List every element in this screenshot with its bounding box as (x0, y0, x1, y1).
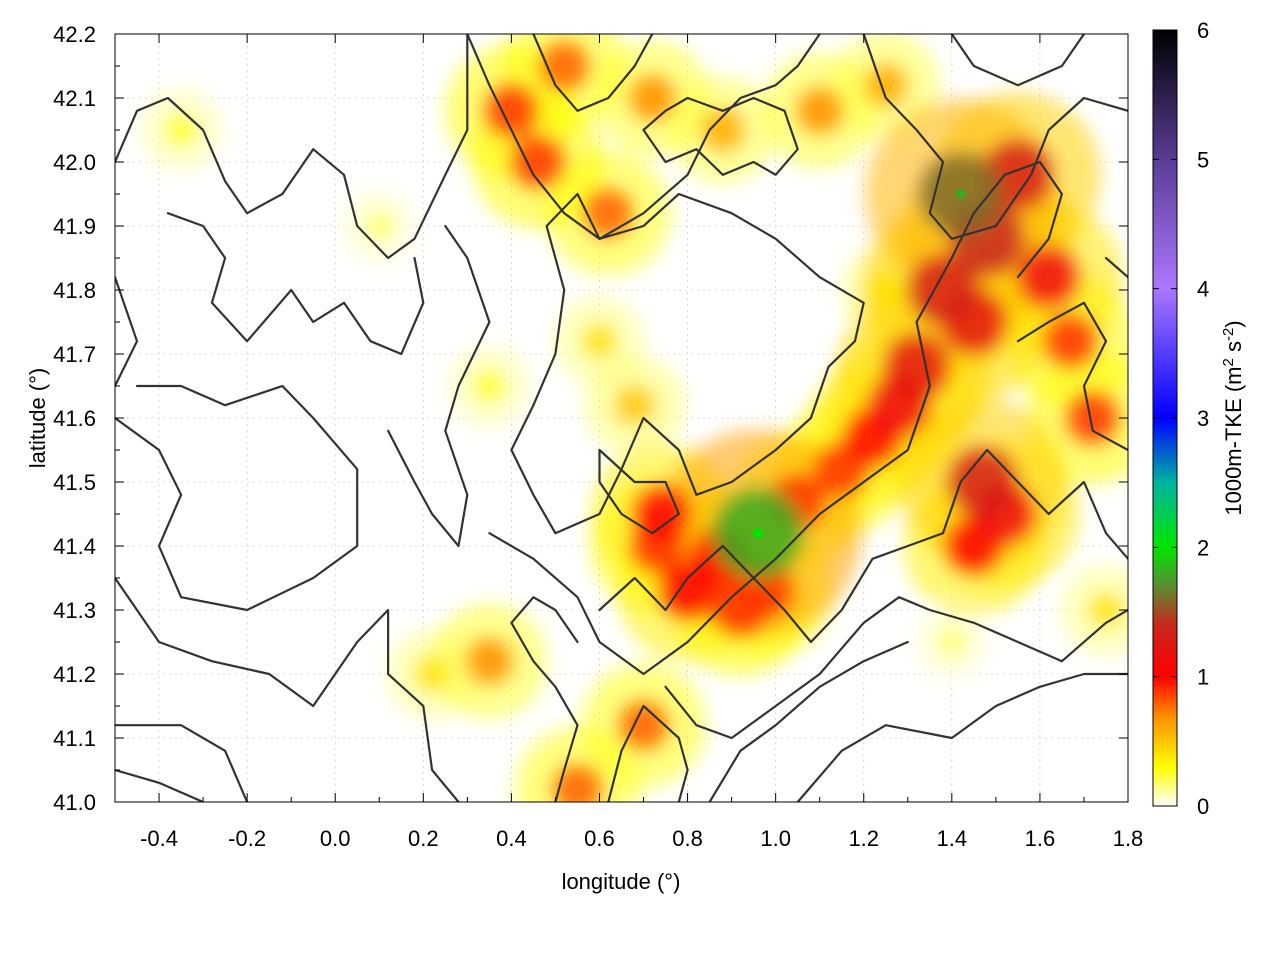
tke-hotspot-12 (657, 560, 718, 621)
terrain-contour-20 (950, 34, 1086, 87)
x-tick-label-3: 0.2 (408, 826, 439, 851)
colorbar-tick-label-5: 5 (1197, 147, 1209, 172)
tke-hotspot-27 (628, 74, 677, 122)
y-tick-label-11: 42.1 (53, 86, 96, 111)
tke-hotspot-30 (863, 63, 908, 108)
tke-hotspot-24 (509, 134, 566, 190)
tke-heatmap (139, 34, 1128, 802)
x-tick-label-8: 1.2 (848, 826, 879, 851)
y-tick-label-1: 41.1 (53, 726, 96, 751)
y-tick-label-6: 41.6 (53, 406, 96, 431)
tke-hotspot-20 (1016, 245, 1081, 310)
tke-hotspot-40 (867, 272, 904, 308)
tke-hotspot-23 (483, 82, 540, 139)
x-tick-label-0: -0.4 (140, 826, 178, 851)
terrain-contour-17 (532, 34, 654, 112)
y-tick-label-3: 41.3 (53, 598, 96, 623)
y-tick-label-9: 41.9 (53, 214, 96, 239)
colorbar-tick-label-6: 6 (1197, 18, 1209, 43)
terrain-contour-1 (166, 212, 425, 356)
colorbar-tick-label-1: 1 (1197, 665, 1209, 690)
terrain-contours (115, 34, 1128, 802)
terrain-contour-3 (115, 384, 359, 612)
colorbar-tick-label-0: 0 (1197, 794, 1209, 819)
tke-hotspot-33 (465, 637, 514, 686)
y-tick-label-12: 42.2 (53, 22, 96, 47)
terrain-contour-12 (708, 640, 909, 802)
tke-hotspot-28 (700, 108, 745, 152)
y-tick-label-4: 41.4 (53, 534, 96, 559)
x-tick-label-4: 0.4 (496, 826, 527, 851)
x-axis-label: longitude (°) (562, 869, 681, 894)
colorbar-tick-label-3: 3 (1197, 406, 1209, 431)
colorbar-tick-label-4: 4 (1197, 277, 1209, 302)
tke-field (139, 34, 1128, 802)
terrain-contour-2 (115, 276, 139, 388)
tke-hotspot-39 (365, 212, 394, 240)
x-tick-label-10: 1.6 (1025, 826, 1056, 851)
tke-peak-10 (753, 528, 764, 539)
tke-hotspot-22 (1064, 390, 1121, 446)
terrain-contour-6 (115, 768, 205, 802)
tke-hotspot-41 (1087, 592, 1124, 628)
tke-hotspot-35 (617, 699, 670, 752)
y-tick-label-2: 41.2 (53, 662, 96, 687)
y-tick-label-8: 41.8 (53, 278, 96, 303)
x-axis: -0.4 -0.2 0.0 0.2 0.4 0.6 0.8 1.0 1.2 1.4 1.6 1.8 (140, 34, 1143, 851)
terrain-contour-5 (115, 724, 249, 802)
y-tick-label-5: 41.5 (53, 470, 96, 495)
terrain-contour-14 (607, 704, 689, 802)
terrain-contour-0 (115, 34, 469, 260)
x-tick-label-9: 1.4 (937, 826, 968, 851)
colorbar-ticks: 0 1 2 3 4 5 6 (1153, 18, 1209, 819)
tke-hotspot-38 (165, 114, 198, 146)
terrain-contour-4 (115, 576, 460, 802)
colorbar-label: 1000m-TKE (m2 s-2) (1220, 320, 1247, 515)
terrain-contour-21 (1016, 301, 1128, 452)
terrain-contour-15 (510, 596, 579, 802)
tke-hotspot-29 (795, 86, 844, 135)
x-tick-label-6: 0.8 (672, 826, 703, 851)
x-tick-label-5: 0.6 (584, 826, 615, 851)
terrain-contour-8 (510, 192, 865, 535)
tke-hotspot-36 (414, 656, 451, 692)
tke-hotspot-37 (473, 370, 506, 402)
tke-hotspot-32 (581, 323, 618, 360)
tke-hotspot-25 (538, 40, 591, 92)
tke-hotspot-42 (937, 628, 966, 656)
tke-peak-0 (955, 189, 966, 199)
y-tick-label-7: 41.7 (53, 342, 96, 367)
y-axis-label: latitude (°) (25, 368, 50, 469)
terrain-contour-7 (387, 224, 491, 548)
tke-hotspot-31 (614, 385, 655, 426)
terrain-contour-10 (598, 448, 1128, 644)
terrain-contour-9 (488, 160, 1063, 676)
x-tick-label-1: -0.2 (228, 826, 266, 851)
terrain-contour-19 (862, 34, 1128, 240)
x-tick-label-2: 0.0 (320, 826, 351, 851)
terrain-contour-22 (1104, 256, 1128, 279)
terrain-contour-11 (664, 596, 1128, 740)
x-tick-label-7: 1.0 (760, 826, 791, 851)
terrain-contour-16 (466, 34, 821, 240)
terrain-contour-18 (642, 96, 799, 176)
colorbar-tick-label-2: 2 (1197, 535, 1209, 560)
y-axis: 41.0 41.1 41.2 41.3 41.4 41.5 41.6 41.7 41.8 41.9… (53, 22, 1128, 815)
tke-hotspot-13 (631, 484, 692, 544)
terrain-contour-23 (598, 448, 680, 535)
terrain-contour-13 (796, 672, 1128, 802)
tke-hotspot-5 (882, 332, 951, 401)
colorbar: 0 1 2 3 4 5 6 1000m-TKE (m2 s-2) (1152, 18, 1247, 819)
x-tick-label-11: 1.8 (1113, 826, 1144, 851)
y-tick-label-0: 41.0 (53, 790, 96, 815)
tke-hotspot-21 (1042, 313, 1099, 370)
y-tick-label-10: 42.0 (53, 150, 96, 175)
